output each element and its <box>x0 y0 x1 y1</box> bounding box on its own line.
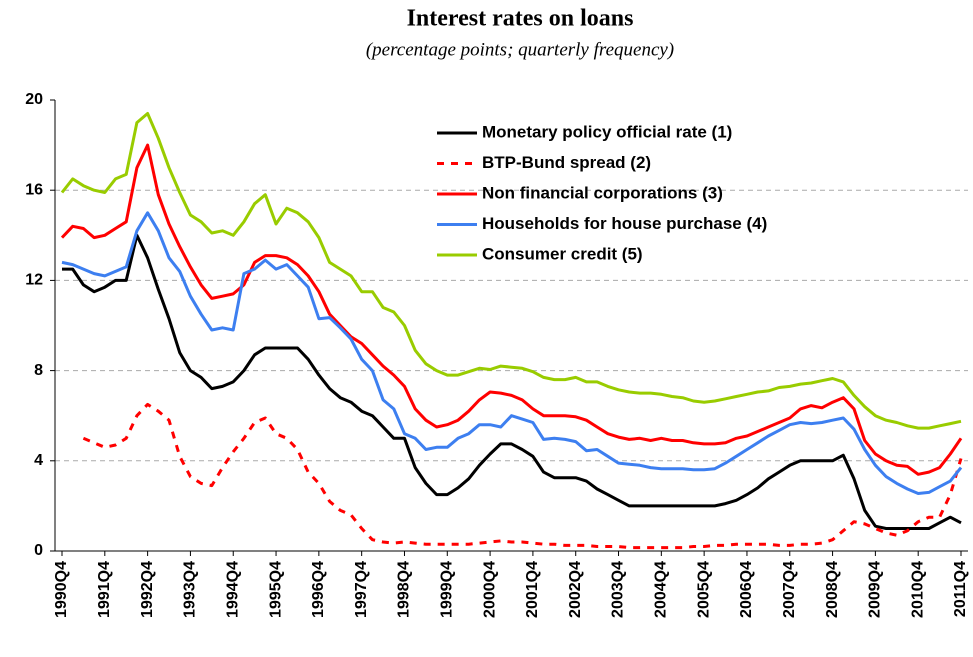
chart-title: Interest rates on loans <box>407 6 634 32</box>
x-tick-label: 2004Q4 <box>653 561 670 618</box>
x-tick-label: 2010Q4 <box>909 561 926 618</box>
y-tick-label: 16 <box>25 181 43 198</box>
legend-label: Households for house purchase (4) <box>482 214 767 233</box>
series-line <box>60 112 962 430</box>
y-tick-label: 4 <box>34 452 43 469</box>
x-tick-label: 2008Q4 <box>824 561 841 618</box>
legend-label: Non financial corporations (3) <box>482 183 723 202</box>
x-tick-label: 1996Q4 <box>310 561 327 618</box>
x-tick-label: 1993Q4 <box>182 561 199 618</box>
y-tick-label: 20 <box>25 91 43 108</box>
x-tick-label: 1997Q4 <box>353 561 370 618</box>
x-tick-label: 2003Q4 <box>610 561 627 618</box>
x-tick-label: 2000Q4 <box>481 561 498 618</box>
x-tick-label: 1994Q4 <box>224 561 241 618</box>
x-tick-label: 2002Q4 <box>567 561 584 618</box>
x-tick-label: 2007Q4 <box>781 561 798 618</box>
x-tick-label: 1991Q4 <box>96 561 113 618</box>
series-line <box>82 402 963 550</box>
x-tick-label: 2006Q4 <box>738 561 755 618</box>
series-line <box>61 211 963 495</box>
x-tick-label: 1998Q4 <box>396 561 413 618</box>
series-line <box>62 233 962 530</box>
legend-label: Consumer credit (5) <box>482 244 643 263</box>
x-tick-label: 1995Q4 <box>267 561 284 618</box>
x-tick-label: 2005Q4 <box>695 561 712 618</box>
x-tick-label: 2011Q4 <box>952 561 969 617</box>
x-tick-label: 2001Q4 <box>524 561 541 618</box>
x-tick-label: 2009Q4 <box>867 561 884 618</box>
legend-label: Monetary policy official rate (1) <box>482 122 732 141</box>
x-tick-label: 1992Q4 <box>139 561 156 618</box>
y-tick-label: 12 <box>25 272 43 289</box>
x-tick-label: 1999Q4 <box>439 561 456 618</box>
series-line <box>60 143 963 476</box>
x-tick-label: 1990Q4 <box>53 561 70 618</box>
chart-subtitle: (percentage points; quarterly frequency) <box>366 39 674 60</box>
y-tick-label: 0 <box>34 542 43 559</box>
y-tick-label: 8 <box>34 362 43 379</box>
legend-label: BTP-Bund spread (2) <box>482 153 651 172</box>
